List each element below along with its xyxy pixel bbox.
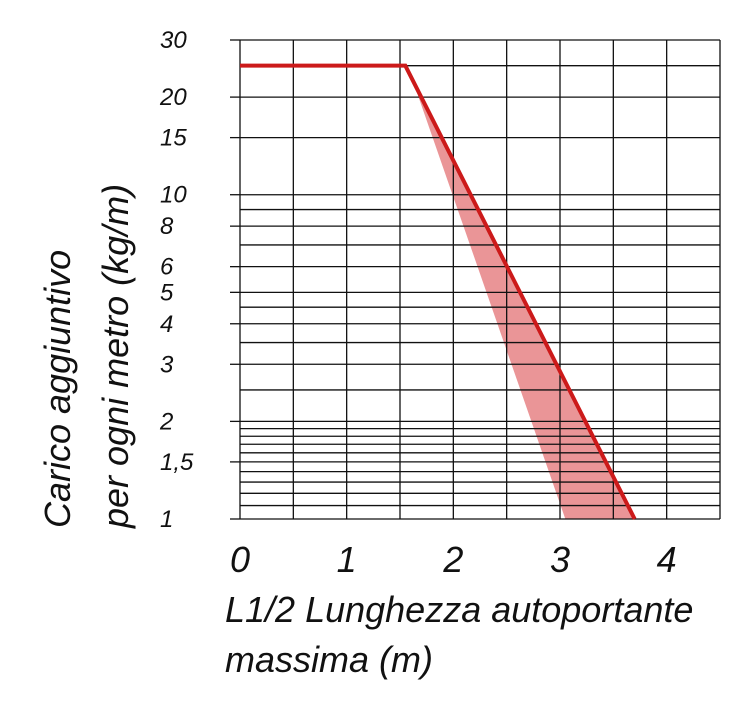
y-tick-label: 15 [160, 125, 187, 152]
y-tick-label: 3 [160, 351, 174, 378]
y-tick-label: 1,5 [160, 449, 194, 476]
y-tick-label: 5 [160, 279, 174, 306]
x-tick-label: 2 [442, 539, 463, 580]
y-tick-label: 30 [160, 27, 187, 54]
x-tick-label: 3 [550, 539, 570, 580]
x-axis-label-line2: massima (m) [225, 639, 433, 680]
y-tick-labels: 30 20 15 10 8 65 4 3 2 1,5 1 [159, 27, 194, 533]
x-tick-label: 0 [230, 539, 250, 580]
y-tick-label: 6 [160, 254, 174, 281]
x-axis-label-line1: L1/2 Lunghezza autoportante [225, 589, 693, 630]
y-axis-label-line1: Carico aggiuntivo [37, 250, 78, 528]
x-tick-labels: 0 1 2 3 4 [230, 539, 677, 580]
y-tick-label: 8 [160, 213, 174, 240]
y-tick-label: 1 [160, 506, 173, 533]
y-tick-label: 10 [160, 182, 187, 209]
grid-layer [230, 39, 721, 520]
series-layer [240, 63, 637, 520]
y-axis-label-line2: per ogni metro (kg/m) [95, 184, 136, 529]
x-tick-label: 1 [337, 539, 357, 580]
y-tick-label: 20 [159, 84, 187, 111]
y-tick-label: 4 [160, 311, 173, 338]
load-limit-line [240, 63, 637, 520]
x-tick-label: 4 [657, 539, 677, 580]
y-tick-label: 2 [159, 408, 173, 435]
